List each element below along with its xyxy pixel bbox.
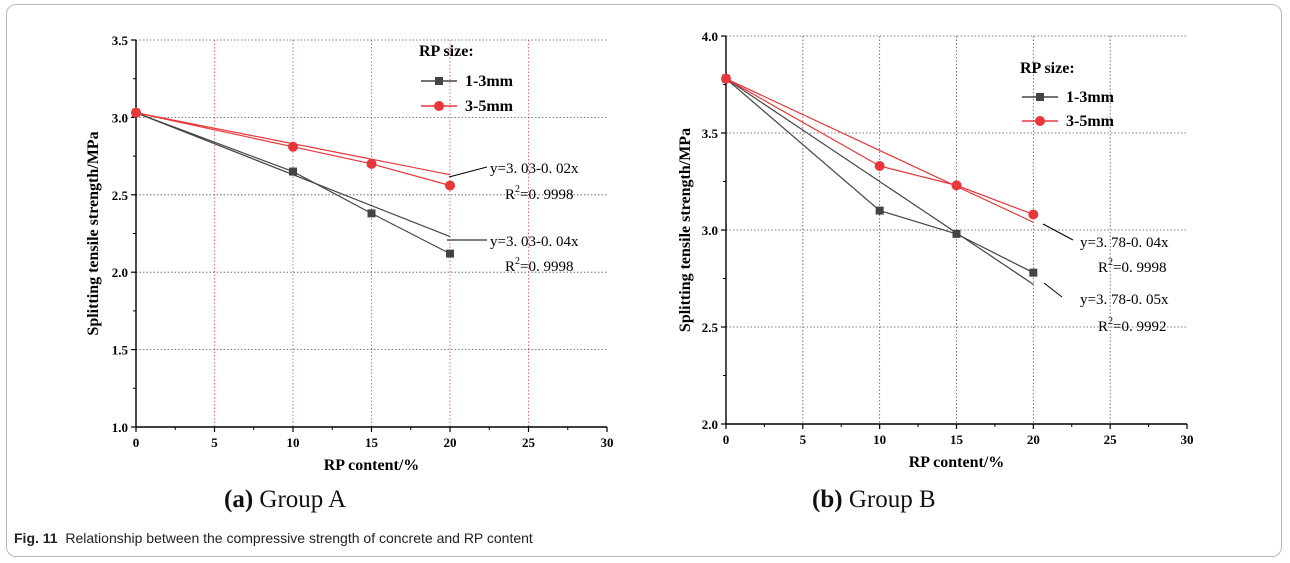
fit-r-squared: R2=0. 9998 (1098, 257, 1166, 276)
figure-frame (6, 4, 1282, 557)
legend-marker-3-5mm (1035, 116, 1045, 126)
y-tick-label: 1.5 (112, 343, 129, 358)
legend-marker-3-5mm (434, 101, 444, 111)
chart-b: 0 5 10 15 20 25 30 2.0 2.5 3.0 3.5 4.0 RP content/% S… (677, 29, 1194, 471)
legend-marker-1-3mm (435, 77, 443, 85)
legend-label-3-5mm: 3-5mm (1066, 113, 1115, 130)
series-line-3-5mm (725, 78, 1034, 216)
x-tick-label: 5 (211, 435, 218, 450)
y-tick-label: 3.5 (112, 33, 129, 48)
data-point-1-3mm (367, 209, 376, 218)
data-point-1-3mm (875, 206, 884, 215)
annotation-leader (1043, 282, 1063, 298)
data-point-3-5mm (131, 107, 141, 118)
y-tick-label: 3.0 (702, 223, 718, 238)
subtitle-b-label: (b) (812, 486, 843, 513)
legend-title: RP size: (419, 43, 474, 60)
y-axis-label: Splitting tensile strength/MPa (677, 128, 694, 332)
figure-caption: Fig. 11 Relationship between the compres… (14, 530, 533, 546)
x-tick-label: 10 (873, 432, 886, 447)
data-point-3-5mm (721, 73, 731, 84)
x-tick-label: 15 (950, 432, 964, 447)
legend-marker-1-3mm (1036, 93, 1044, 101)
fit-equation: y=3. 78-0. 04x (1080, 235, 1169, 251)
data-point-3-5mm (951, 180, 962, 191)
data-point-1-3mm (1029, 268, 1038, 277)
data-point-3-5mm (445, 180, 455, 191)
data-point-3-5mm (874, 160, 885, 171)
y-tick-label: 3.0 (112, 110, 128, 125)
fit-r-squared: R2=0. 9998 (505, 256, 573, 275)
x-axis-label: RP content/% (909, 454, 1005, 471)
subtitle-b-title: Group B (848, 486, 936, 513)
y-tick-label: 2.5 (702, 320, 719, 335)
x-tick-label: 25 (1104, 432, 1118, 447)
annotation-leader (448, 166, 488, 178)
x-tick-label: 25 (522, 435, 536, 450)
fit-equation: y=3. 03-0. 02x (490, 161, 579, 177)
fit-line-3-5mm (725, 78, 1034, 223)
y-tick-label: 2.0 (702, 417, 718, 432)
subtitle-a: (a) Group A (224, 486, 346, 514)
subtitle-a-title: Group A (259, 486, 347, 513)
x-tick-label: 5 (800, 432, 807, 447)
data-point-1-3mm (952, 229, 961, 238)
legend-label-1-3mm: 1-3mm (465, 73, 514, 90)
series-line-3-5mm (135, 112, 451, 187)
y-axis-label: Splitting tensile strength/MPa (85, 131, 102, 335)
fit-r-squared: R2=0. 9992 (1098, 316, 1166, 335)
fit-line-1-3mm (725, 78, 1034, 285)
data-point-3-5mm (1028, 209, 1039, 220)
y-tick-label: 3.5 (702, 126, 719, 141)
annotation-leader (1042, 223, 1074, 241)
fit-r-squared: R2=0. 9998 (505, 184, 573, 203)
y-tick-label: 1.0 (112, 420, 128, 435)
legend-label-3-5mm: 3-5mm (465, 98, 514, 115)
x-tick-label: 20 (444, 435, 457, 450)
caption-text: Relationship between the compressive str… (65, 530, 533, 546)
fit-equation: y=3. 03-0. 04x (490, 234, 579, 250)
series-line-1-3mm (725, 78, 1034, 274)
y-tick-label: 2.0 (112, 265, 128, 280)
legend-title: RP size: (1020, 60, 1075, 77)
series-line-1-3mm (135, 112, 451, 255)
x-tick-label: 15 (365, 435, 379, 450)
x-tick-label: 0 (723, 432, 730, 447)
subtitle-b: (b) Group B (812, 486, 936, 514)
legend-label-1-3mm: 1-3mm (1066, 89, 1115, 106)
y-tick-label: 4.0 (702, 29, 718, 44)
chart-a: 0 5 10 15 20 25 30 1.0 1.5 2.0 2.5 3.0 3.5 RP content… (85, 33, 614, 474)
subtitle-a-label: (a) (224, 486, 254, 513)
x-tick-label: 0 (133, 435, 140, 450)
y-tick-label: 2.5 (112, 188, 129, 203)
data-point-1-3mm (289, 167, 297, 176)
x-tick-label: 30 (601, 435, 614, 450)
data-point-1-3mm (446, 249, 454, 258)
caption-label: Fig. 11 (14, 530, 58, 546)
x-axis-label: RP content/% (324, 457, 420, 474)
fit-equation: y=3. 78-0. 05x (1080, 292, 1169, 308)
x-tick-label: 20 (1027, 432, 1040, 447)
x-tick-label: 30 (1181, 432, 1194, 447)
x-tick-label: 10 (287, 435, 300, 450)
data-point-3-5mm (288, 141, 298, 152)
data-point-3-5mm (366, 158, 377, 169)
